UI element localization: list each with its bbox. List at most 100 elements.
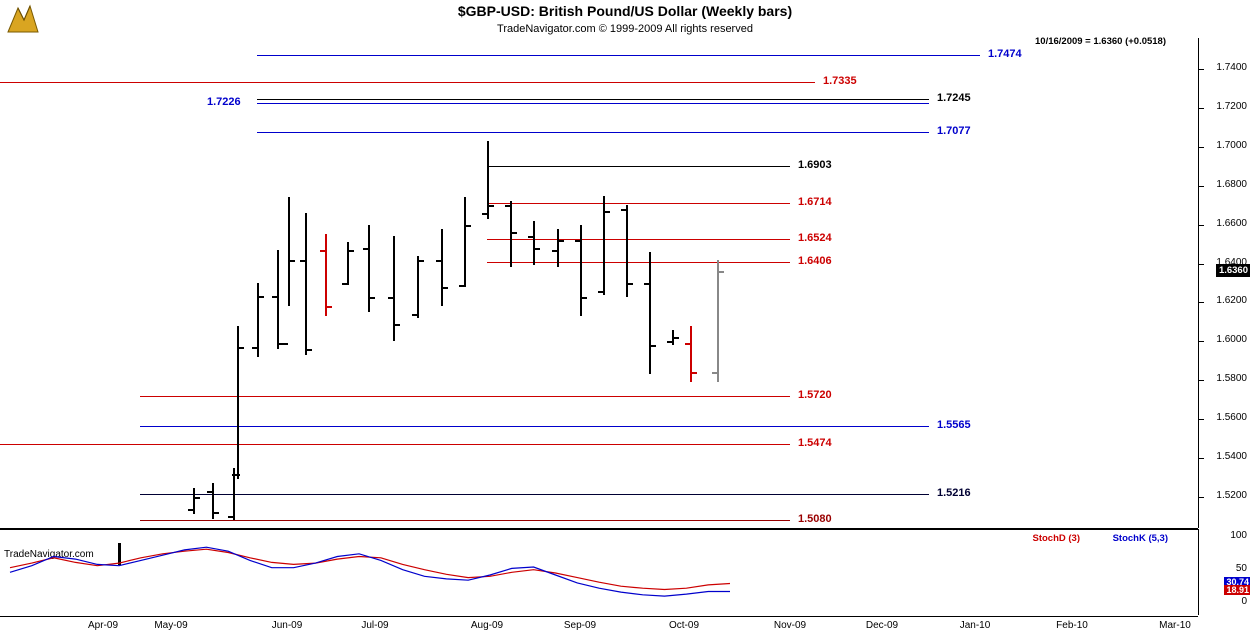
ohlc-open-tick (320, 249, 325, 252)
price-level-line[interactable] (140, 520, 790, 522)
ohlc-open-tick (621, 209, 626, 212)
time-tick-label: Apr-09 (87, 620, 119, 631)
time-tick-label: Aug-09 (470, 620, 504, 631)
quote-readout: 10/16/2009 = 1.6360 (+0.0518) (1035, 36, 1167, 47)
copyright-subtitle: TradeNavigator.com © 1999-2009 All right… (497, 23, 753, 35)
ohlc-bar (690, 325, 692, 383)
ohlc-bar (717, 259, 719, 383)
price-tick-label: 1.7400 (1216, 62, 1247, 74)
price-level-label: 1.6903 (798, 158, 832, 171)
price-level-line[interactable] (487, 262, 790, 264)
ohlc-close-tick (535, 248, 540, 250)
time-tick-label: Mar-10 (1159, 620, 1191, 631)
ohlc-open-tick (505, 205, 510, 208)
ohlc-bar (441, 228, 443, 307)
page-title: $GBP-USD: British Pound/US Dollar (Weekl… (457, 3, 793, 19)
ohlc-open-tick (598, 290, 603, 293)
ohlc-close-tick (327, 306, 332, 309)
ohlc-bar (557, 228, 559, 268)
time-tick-label: Jul-09 (361, 620, 389, 631)
ohlc-close-tick (395, 323, 400, 326)
ohlc-bar (649, 251, 651, 375)
ohlc-open-tick (685, 343, 690, 346)
price-level-line[interactable] (140, 493, 929, 495)
ohlc-open-tick (712, 372, 717, 375)
ohlc-close-tick (259, 295, 264, 298)
ohlc-close-tick (719, 271, 724, 274)
ohlc-close-tick (443, 286, 448, 289)
price-tick-label: 1.5800 (1216, 373, 1247, 385)
ohlc-open-tick (342, 283, 347, 285)
ohlc-bar (510, 201, 512, 268)
price-tick-label: 1.7200 (1216, 101, 1247, 112)
ohlc-close-tick (214, 512, 219, 515)
price-level-label: 1.6406 (798, 255, 832, 268)
ohlc-close-tick (674, 337, 679, 340)
ohlc-open-tick (644, 283, 649, 285)
price-level-label: 1.7245 (937, 92, 971, 105)
ohlc-open-tick (412, 314, 417, 317)
price-level-line[interactable] (0, 81, 815, 83)
time-axis: Apr-09 May-09 Jun-09 Jul-09 Aug-09 Sep-09 Oct-… (0, 615, 1250, 643)
ohlc-open-tick (272, 295, 277, 298)
time-tick-label: Jan-10 (959, 620, 991, 631)
price-level-label: 1.5216 (937, 486, 971, 499)
stochk-value-badge: 18.91 (1224, 584, 1250, 595)
watermark-marker (118, 543, 121, 565)
stochk-line (9, 546, 730, 597)
stochastic-panel[interactable]: StochD (3) StochK (5,3) (0, 529, 1198, 617)
price-tick-mark (1199, 496, 1204, 498)
price-level-line[interactable] (257, 54, 980, 56)
price-level-line[interactable] (140, 425, 929, 427)
price-tick-mark (1199, 458, 1204, 459)
price-level-label: 1.6714 (798, 195, 832, 208)
stochastic-axis: 100 50 0 30.74 18.91 (1198, 529, 1250, 615)
price-tick-label: 1.6800 (1216, 178, 1247, 190)
ohlc-close-tick (307, 349, 312, 352)
ohlc-close-tick (419, 259, 424, 262)
ohlc-close-tick (692, 372, 697, 375)
ohlc-open-tick (228, 516, 233, 519)
price-axis: 1.7400 1.7200 1.7000 1.6800 1.6600 1.6400 1.62… (1198, 38, 1250, 528)
price-level-label: 1.5474 (798, 436, 832, 449)
price-level-line[interactable] (487, 239, 790, 241)
price-tick-mark (1199, 419, 1204, 421)
price-level-label: 1.5565 (937, 418, 971, 431)
price-level-label: 1.7335 (823, 74, 857, 87)
price-tick-label: 1.6000 (1216, 334, 1247, 346)
price-level-line[interactable] (0, 443, 790, 445)
price-level-label: 1.7474 (988, 47, 1022, 60)
price-tick-mark (1199, 341, 1204, 343)
ohlc-close-tick (489, 205, 494, 208)
price-level-line[interactable] (257, 99, 929, 101)
ohlc-close-tick (559, 240, 564, 243)
price-tick-mark (1199, 69, 1204, 71)
price-level-line[interactable] (487, 202, 790, 204)
stochd-legend: StochD (3) (1032, 533, 1081, 544)
price-level-label: 1.5720 (798, 388, 832, 401)
ohlc-bar (288, 197, 290, 307)
ohlc-open-tick (363, 248, 368, 250)
price-level-line[interactable] (140, 395, 790, 397)
stochk-legend: StochK (5,3) (1112, 533, 1168, 544)
time-tick-label: Nov-09 (773, 620, 807, 631)
ohlc-open-tick (459, 284, 464, 287)
price-level-line[interactable] (487, 165, 790, 167)
ohlc-close-tick (370, 296, 375, 299)
price-tick-label: 1.5200 (1216, 489, 1247, 501)
ohlc-bar (233, 467, 235, 521)
time-tick-label: Sep-09 (563, 620, 597, 631)
ohlc-bar (580, 224, 582, 317)
ohlc-bar (325, 234, 327, 317)
price-chart-plot[interactable]: 1.7474 1.7335 1.7226 1.7245 1.7077 1.6903 1.67… (0, 38, 1198, 565)
price-level-line[interactable] (257, 131, 929, 133)
price-tick-label: 1.5600 (1216, 412, 1247, 424)
ohlc-bar (347, 242, 349, 285)
stochastic-tick-label: 50 (1235, 563, 1247, 574)
price-level-line[interactable] (257, 102, 929, 104)
ohlc-bar (487, 141, 489, 219)
price-tick-label: 1.6400 (1216, 256, 1247, 268)
price-tick-mark (1199, 263, 1204, 265)
title-bar: $GBP-USD: British Pound/US Dollar (Weekl… (0, 0, 1250, 38)
time-tick-label: Oct-09 (668, 620, 700, 631)
